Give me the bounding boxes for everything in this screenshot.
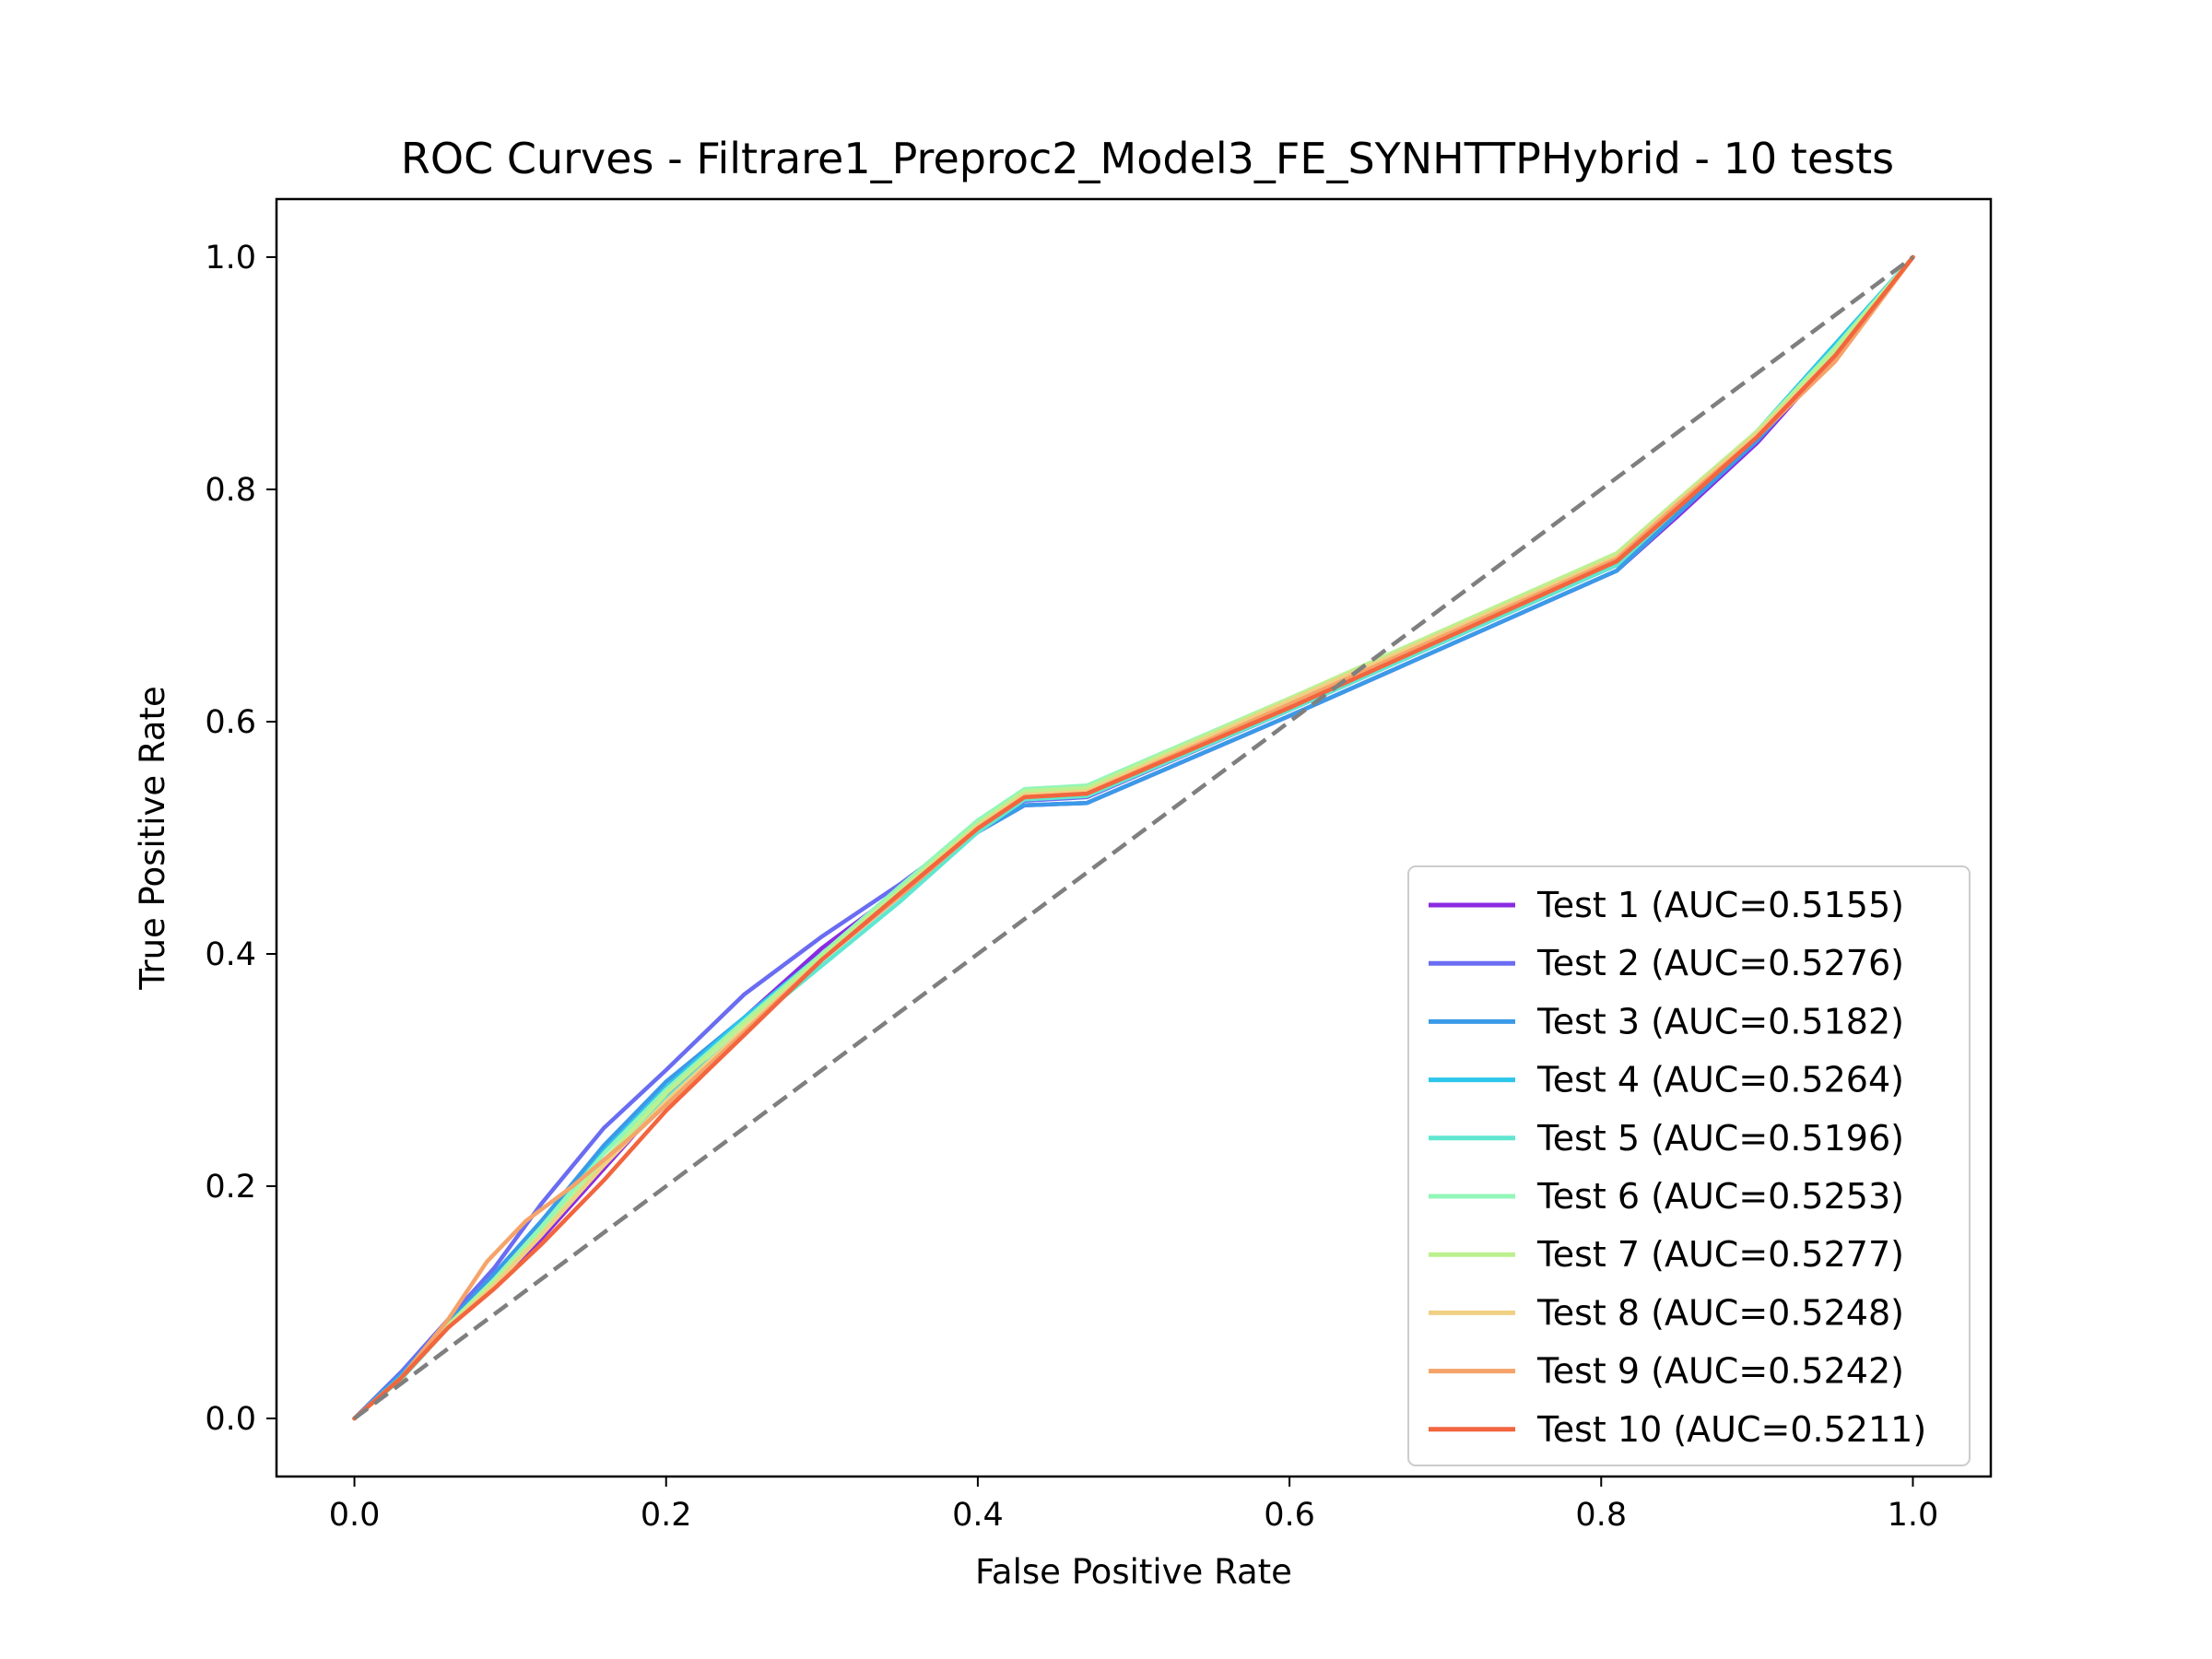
y-axis: 0.0 0.2 0.4 0.6 0.8 1.0 xyxy=(205,240,276,1438)
y-tick-label: 0.2 xyxy=(205,1169,256,1206)
legend-label-test-4: Test 4 (AUC=0.5264) xyxy=(1536,1060,1904,1100)
x-axis: 0.0 0.2 0.4 0.6 0.8 1.0 xyxy=(329,1477,1939,1534)
chart-title: ROC Curves - Filtrare1_Preproc2_Model3_F… xyxy=(401,134,1894,183)
legend-label-test-8: Test 8 (AUC=0.5248) xyxy=(1536,1292,1904,1333)
y-tick-label: 1.0 xyxy=(205,240,256,276)
legend-frame xyxy=(1407,865,1971,1466)
x-tick-label: 0.6 xyxy=(1264,1497,1315,1534)
series-layer xyxy=(352,254,1915,1421)
x-tick-label: 1.0 xyxy=(1888,1497,1939,1534)
x-tick-label: 0.0 xyxy=(329,1497,381,1534)
chance-reference-line xyxy=(353,255,1914,1420)
x-tick-label: 0.2 xyxy=(641,1497,692,1534)
y-axis-title: True Positive Rate xyxy=(133,686,172,991)
legend-label-test-6: Test 6 (AUC=0.5253) xyxy=(1536,1176,1904,1217)
legend-label-test-5: Test 5 (AUC=0.5196) xyxy=(1536,1118,1904,1159)
x-axis-title: False Positive Rate xyxy=(975,1552,1292,1592)
y-tick-label: 0.0 xyxy=(205,1401,256,1438)
y-tick-label: 0.4 xyxy=(205,936,256,973)
legend-items: Test 1 (AUC=0.5155) Test 2 (AUC=0.5276) Te… xyxy=(1429,885,1926,1450)
x-tick-label: 0.8 xyxy=(1575,1497,1627,1534)
legend-label-test-3: Test 3 (AUC=0.5182) xyxy=(1536,1001,1904,1041)
legend-label-test-7: Test 7 (AUC=0.5277) xyxy=(1536,1234,1904,1275)
legend: Test 1 (AUC=0.5155) Test 2 (AUC=0.5276) Te… xyxy=(1407,865,1971,1466)
y-tick-label: 0.6 xyxy=(205,704,256,741)
y-tick-label: 0.8 xyxy=(205,472,256,509)
series-line-test-10 xyxy=(352,254,1915,1421)
legend-label-test-2: Test 2 (AUC=0.5276) xyxy=(1536,943,1904,983)
legend-label-test-9: Test 9 (AUC=0.5242) xyxy=(1536,1351,1904,1392)
plot-frame xyxy=(275,197,1993,1478)
x-tick-label: 0.4 xyxy=(952,1497,1004,1534)
legend-label-test-10: Test 10 (AUC=0.5211) xyxy=(1536,1409,1926,1450)
legend-label-test-1: Test 1 (AUC=0.5155) xyxy=(1536,885,1904,925)
